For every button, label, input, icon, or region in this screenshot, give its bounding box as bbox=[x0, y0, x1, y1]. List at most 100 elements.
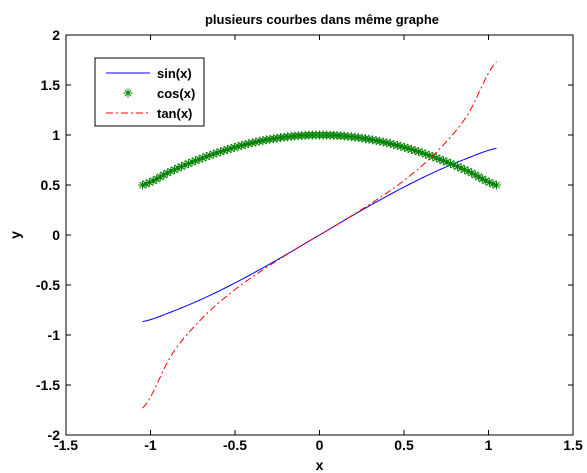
asterisk-stroke bbox=[475, 173, 483, 181]
data-point bbox=[456, 163, 466, 173]
legend: sin(x) cos(x) tan(x) bbox=[94, 57, 205, 127]
series-layer bbox=[138, 61, 501, 409]
legend-box bbox=[94, 57, 205, 127]
data-point bbox=[184, 159, 194, 169]
y-tick-label: 1 bbox=[52, 127, 60, 143]
legend-label: tan(x) bbox=[157, 106, 192, 121]
asterisk-stroke bbox=[372, 136, 380, 145]
y-tick-label: -2 bbox=[48, 427, 61, 443]
series-sin-x- bbox=[142, 147, 497, 323]
data-point bbox=[187, 157, 197, 167]
x-tick-label: -1 bbox=[144, 437, 157, 453]
data-point bbox=[491, 180, 501, 190]
data-point bbox=[361, 134, 371, 144]
asterisk-stroke bbox=[471, 171, 479, 179]
data-point bbox=[428, 152, 438, 162]
data-point bbox=[141, 179, 151, 189]
y-tick-label: 2 bbox=[52, 27, 60, 43]
asterisk-stroke bbox=[485, 178, 493, 187]
data-point bbox=[484, 178, 494, 188]
data-point bbox=[460, 165, 470, 175]
asterisk-stroke bbox=[181, 161, 189, 169]
asterisk-stroke bbox=[429, 153, 437, 161]
asterisk-stroke bbox=[457, 164, 465, 172]
y-axis-label: y bbox=[7, 231, 23, 239]
data-point bbox=[191, 156, 201, 166]
asterisk-stroke bbox=[415, 148, 423, 156]
data-point bbox=[449, 160, 459, 170]
asterisk-stroke bbox=[124, 89, 132, 97]
asterisk-stroke bbox=[425, 151, 433, 159]
asterisk-stroke bbox=[376, 137, 384, 145]
data-point bbox=[438, 156, 448, 166]
asterisk-stroke bbox=[167, 167, 175, 175]
y-tick-label: 0 bbox=[52, 227, 60, 243]
asterisk-stroke bbox=[386, 140, 394, 148]
asterisk-stroke bbox=[400, 143, 408, 151]
asterisk-stroke bbox=[489, 180, 497, 188]
asterisk-stroke bbox=[422, 150, 430, 158]
legend-label: cos(x) bbox=[157, 86, 195, 101]
x-axis-label: x bbox=[316, 457, 324, 473]
y-tick-label: -1.5 bbox=[36, 377, 60, 393]
asterisk-stroke bbox=[185, 160, 193, 168]
asterisk-stroke bbox=[177, 162, 185, 171]
series-line bbox=[142, 61, 497, 409]
x-tick-label: 1 bbox=[485, 437, 493, 453]
asterisk-stroke bbox=[397, 142, 405, 150]
data-point bbox=[445, 159, 455, 169]
asterisk-stroke bbox=[142, 180, 150, 188]
x-tick-label: 0.5 bbox=[394, 437, 414, 453]
series-cos-x- bbox=[138, 130, 501, 190]
data-point bbox=[162, 168, 172, 178]
asterisk-stroke bbox=[454, 162, 462, 171]
data-point bbox=[166, 166, 176, 176]
asterisk-stroke bbox=[411, 147, 419, 155]
series-line bbox=[142, 147, 497, 323]
data-point bbox=[180, 160, 190, 170]
chart-title: plusieurs courbes dans même graphe bbox=[205, 12, 439, 27]
ticks-layer: -1.5 -1 -0.5 0 0.5 1 1.5-2-1.5-1-0.500.511.52 bbox=[36, 27, 583, 453]
x-tick-label: -1.5 bbox=[54, 437, 78, 453]
asterisk-stroke bbox=[365, 135, 373, 143]
asterisk-stroke bbox=[443, 158, 451, 166]
legend-label: sin(x) bbox=[157, 66, 192, 81]
y-tick-label: 0.5 bbox=[41, 177, 61, 193]
asterisk-stroke bbox=[379, 138, 387, 146]
x-tick-label: 1.5 bbox=[563, 437, 583, 453]
y-tick-label: -1 bbox=[48, 327, 61, 343]
data-point bbox=[442, 157, 452, 167]
asterisk-stroke bbox=[174, 164, 182, 172]
asterisk-stroke bbox=[461, 166, 469, 174]
x-tick-label: -0.5 bbox=[223, 437, 247, 453]
asterisk-stroke bbox=[436, 155, 444, 163]
asterisk-stroke bbox=[482, 177, 490, 185]
data-point bbox=[488, 179, 498, 189]
asterisk-stroke bbox=[361, 135, 370, 143]
asterisk-stroke bbox=[407, 145, 416, 154]
asterisk-stroke bbox=[369, 136, 377, 144]
asterisk-stroke bbox=[450, 161, 458, 169]
asterisk-stroke bbox=[170, 166, 178, 174]
asterisk-stroke bbox=[432, 154, 440, 162]
asterisk-stroke bbox=[404, 144, 412, 152]
data-point bbox=[173, 163, 183, 173]
asterisk-stroke bbox=[393, 141, 401, 149]
asterisk-stroke bbox=[439, 157, 447, 165]
legend-swatch bbox=[123, 88, 133, 98]
asterisk-stroke bbox=[468, 169, 476, 177]
data-point bbox=[176, 162, 186, 172]
asterisk-stroke bbox=[492, 181, 501, 189]
asterisk-stroke bbox=[383, 139, 391, 147]
asterisk-stroke bbox=[464, 167, 472, 175]
asterisk-stroke bbox=[446, 160, 454, 168]
asterisk-stroke bbox=[418, 149, 426, 157]
data-point bbox=[169, 165, 179, 175]
asterisk-stroke bbox=[390, 140, 398, 149]
data-point bbox=[453, 162, 463, 172]
asterisk-stroke bbox=[188, 158, 196, 166]
y-tick-label: 1.5 bbox=[41, 77, 61, 93]
asterisk-stroke bbox=[358, 134, 366, 142]
data-point bbox=[159, 170, 169, 180]
